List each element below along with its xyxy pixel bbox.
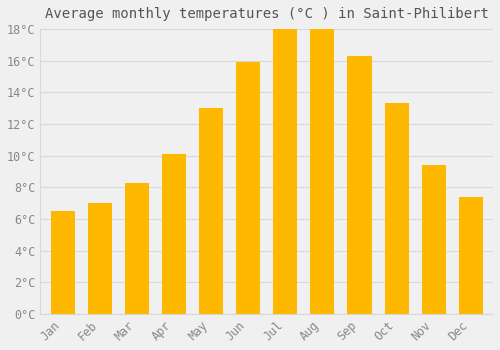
Bar	[50, 211, 74, 314]
Bar	[162, 154, 186, 314]
Title: Average monthly temperatures (°C ) in Saint-Philibert: Average monthly temperatures (°C ) in Sa…	[44, 7, 488, 21]
Bar	[422, 165, 446, 314]
Bar	[88, 203, 112, 314]
Bar	[199, 108, 223, 314]
Bar	[310, 29, 334, 314]
Bar	[236, 62, 260, 314]
Bar	[384, 104, 408, 314]
Bar	[348, 56, 372, 314]
Bar	[458, 197, 483, 314]
Bar	[124, 183, 149, 314]
Bar	[273, 29, 297, 314]
